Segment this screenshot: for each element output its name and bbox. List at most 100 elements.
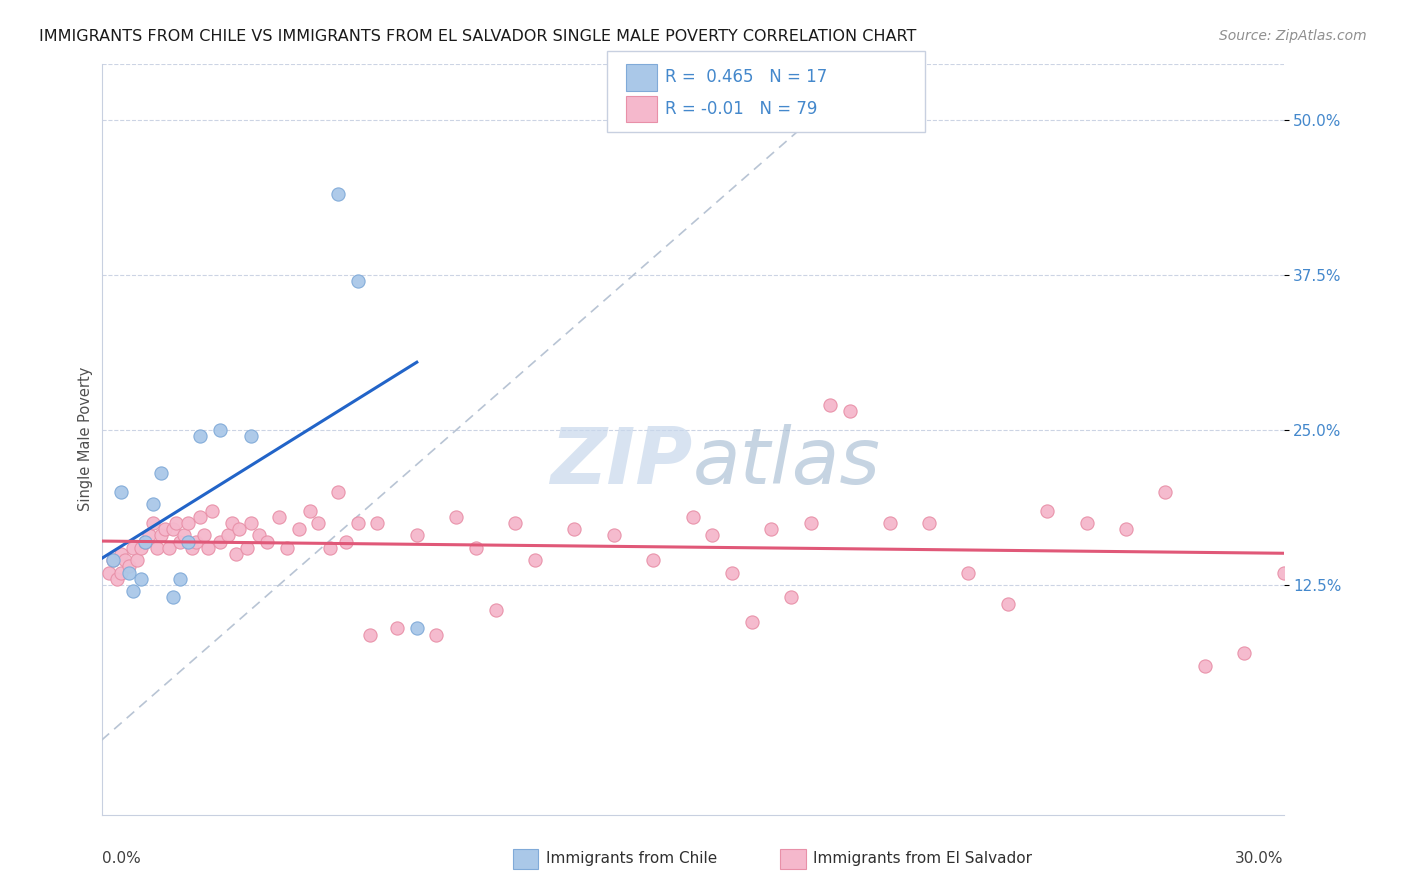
Text: Immigrants from Chile: Immigrants from Chile [546, 851, 717, 865]
Point [335, 534, 357, 549]
Point [839, 404, 862, 418]
Point [1154, 485, 1177, 500]
Point [118, 559, 141, 574]
Text: R =  0.465   N = 17: R = 0.465 N = 17 [665, 68, 827, 87]
Point [957, 566, 980, 580]
Point [425, 628, 447, 642]
Point [169, 534, 191, 549]
Point [464, 541, 486, 555]
Point [1115, 522, 1137, 536]
Point [503, 516, 526, 530]
Point [240, 516, 263, 530]
Point [114, 553, 136, 567]
Point [134, 534, 156, 549]
Text: 0.0%: 0.0% [101, 851, 141, 865]
Point [110, 485, 132, 500]
Point [1194, 658, 1216, 673]
Point [181, 541, 204, 555]
Point [173, 528, 195, 542]
Point [221, 516, 243, 530]
Point [153, 522, 176, 536]
Point [359, 628, 381, 642]
Point [444, 509, 467, 524]
Text: 30.0%: 30.0% [1234, 851, 1284, 865]
Point [162, 591, 184, 605]
Point [741, 615, 763, 630]
Point [118, 566, 141, 580]
Point [103, 553, 125, 567]
Point [1076, 516, 1098, 530]
Point [721, 566, 744, 580]
Point [240, 429, 263, 443]
Point [879, 516, 901, 530]
Point [299, 503, 322, 517]
Point [682, 509, 704, 524]
Point [125, 553, 148, 567]
Point [524, 553, 547, 567]
Point [157, 541, 180, 555]
Point [193, 528, 215, 542]
Point [169, 572, 191, 586]
Point [188, 429, 211, 443]
Point [162, 522, 184, 536]
Point [134, 534, 156, 549]
Point [201, 503, 224, 517]
Point [225, 547, 247, 561]
Text: atlas: atlas [693, 424, 880, 500]
Point [217, 528, 239, 542]
Point [385, 622, 408, 636]
Point [346, 274, 368, 288]
Point [236, 541, 259, 555]
Point [110, 566, 132, 580]
Point [326, 187, 349, 202]
Point [307, 516, 329, 530]
Point [197, 541, 219, 555]
Point [208, 423, 231, 437]
Point [142, 498, 165, 512]
Point [484, 603, 506, 617]
Point [326, 485, 349, 500]
Point [110, 547, 132, 561]
Point [643, 553, 665, 567]
Point [166, 516, 188, 530]
Point [208, 534, 231, 549]
Point [820, 398, 842, 412]
Point [702, 528, 724, 542]
Point [564, 522, 586, 536]
Point [405, 528, 427, 542]
Text: ZIP: ZIP [550, 424, 693, 500]
Point [105, 572, 128, 586]
Point [129, 572, 152, 586]
Point [267, 509, 290, 524]
Point [145, 541, 167, 555]
Point [256, 534, 278, 549]
Point [177, 534, 200, 549]
Point [1272, 566, 1295, 580]
Point [405, 622, 427, 636]
Point [103, 553, 125, 567]
Point [761, 522, 783, 536]
Point [997, 597, 1019, 611]
Point [129, 541, 152, 555]
Point [918, 516, 941, 530]
Point [188, 509, 211, 524]
Point [149, 528, 172, 542]
Point [247, 528, 270, 542]
Text: Immigrants from El Salvador: Immigrants from El Salvador [813, 851, 1032, 865]
Point [138, 528, 160, 542]
Point [149, 467, 172, 481]
Point [287, 522, 309, 536]
Point [177, 516, 200, 530]
Point [366, 516, 388, 530]
Point [186, 534, 208, 549]
Text: R = -0.01   N = 79: R = -0.01 N = 79 [665, 100, 817, 118]
Point [1036, 503, 1059, 517]
Text: Source: ZipAtlas.com: Source: ZipAtlas.com [1219, 29, 1367, 43]
Point [122, 584, 145, 599]
Point [346, 516, 368, 530]
Text: IMMIGRANTS FROM CHILE VS IMMIGRANTS FROM EL SALVADOR SINGLE MALE POVERTY CORRELA: IMMIGRANTS FROM CHILE VS IMMIGRANTS FROM… [39, 29, 917, 44]
Point [122, 541, 145, 555]
Point [800, 516, 823, 530]
Y-axis label: Single Male Poverty: Single Male Poverty [79, 368, 93, 511]
Point [276, 541, 298, 555]
